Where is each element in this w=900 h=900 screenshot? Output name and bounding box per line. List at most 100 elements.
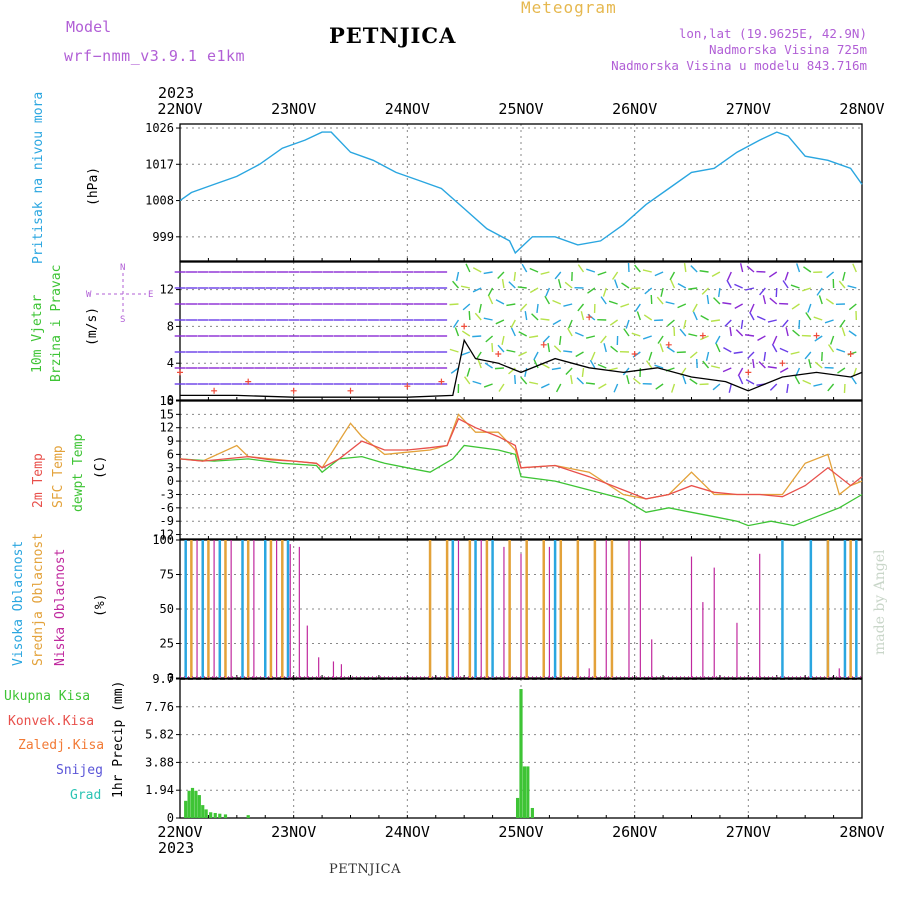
wind-barb	[547, 343, 551, 353]
wind-barb	[734, 303, 743, 309]
wind-barb	[576, 377, 585, 385]
precip-bar	[526, 766, 530, 818]
legend-conv-rain: Konvek.Kisa	[8, 714, 94, 729]
wind-barb	[842, 271, 846, 281]
wind-barb	[836, 348, 846, 353]
wind-barb	[508, 281, 516, 289]
wind-barb	[711, 271, 721, 277]
wind-barb	[722, 367, 732, 373]
wind-barb	[454, 327, 460, 337]
wind-barb	[631, 332, 641, 337]
x-tick-top: 22NOV	[157, 100, 202, 118]
gust-marker	[290, 387, 297, 394]
wind-barb	[692, 311, 698, 321]
x-tick-bottom: 22NOV	[157, 823, 202, 841]
wind-barb	[567, 327, 573, 337]
wind-barb	[722, 302, 732, 305]
wind-barb	[487, 287, 494, 297]
cloud-mid-label: Srednja Oblacnost	[31, 533, 46, 666]
wind-barb	[745, 287, 755, 291]
x-tick-bottom: 27NOV	[726, 823, 771, 841]
wind-barb	[769, 297, 778, 305]
wind-barb	[808, 359, 812, 369]
legend-snow: Snijeg	[56, 763, 103, 778]
precip-bar	[184, 800, 188, 818]
precip-unit: 1hr Precip (mm)	[111, 681, 126, 798]
y-tick-label: 0	[167, 474, 174, 488]
precip-bar	[190, 787, 195, 818]
wind-barb	[474, 312, 482, 321]
wind-barb	[463, 376, 471, 385]
wind-barb	[529, 381, 539, 385]
wind-barb	[781, 319, 789, 328]
wind-barb	[587, 287, 596, 294]
model-altitude-label: Nadmorska Visina u modelu 843.716m	[611, 58, 867, 73]
wind-barb	[756, 315, 766, 321]
wind-barb	[723, 347, 732, 353]
legend-total-rain: Ukupna Kisa	[4, 689, 90, 704]
wind-barb	[552, 299, 562, 305]
wind-barb	[452, 280, 460, 289]
wind-barb	[545, 287, 551, 297]
wind-barb	[677, 283, 687, 289]
coords-label: lon,lat (19.9625E, 42.9N)	[678, 26, 867, 41]
wind-barb	[739, 263, 744, 273]
wind-barb	[655, 383, 664, 390]
wind-barb	[825, 298, 834, 305]
wind-barb	[683, 319, 687, 329]
y-tick-label: 50	[160, 602, 174, 616]
gust-marker	[699, 332, 706, 339]
wind-barb	[501, 335, 505, 345]
wind-barb	[455, 271, 460, 281]
wind-barb	[746, 265, 755, 273]
wind-barb	[608, 367, 618, 371]
wind-barb	[642, 269, 652, 273]
svg-text:E: E	[148, 290, 153, 300]
panel-wind: 0 4 8 12	[160, 261, 863, 407]
wind-barb	[577, 303, 585, 312]
wind-barb	[660, 287, 664, 297]
precip-bar	[187, 790, 191, 818]
gust-marker	[779, 360, 786, 367]
wind-barb	[827, 383, 835, 392]
wind-barb	[517, 286, 527, 289]
svg-text:N: N	[120, 263, 125, 273]
wind-barb	[520, 376, 528, 385]
wind-barb	[586, 268, 596, 273]
y-tick-label: 8	[167, 319, 174, 333]
y-tick-label: 12	[160, 283, 174, 297]
wind-barb	[636, 311, 642, 321]
y-tick-label: 9.7	[152, 672, 174, 686]
wind-label-1: 10m Vjetar	[30, 295, 45, 373]
wind-label-2: Brzina i Pravac	[49, 265, 64, 382]
wind-barb	[839, 319, 846, 328]
wind-barb	[540, 318, 550, 321]
legend-hail: Grad	[70, 788, 101, 803]
wind-barb	[580, 311, 585, 321]
wind-barb	[613, 383, 619, 393]
precip-bar	[522, 766, 527, 818]
wind-barb	[838, 280, 846, 289]
wind-barb	[513, 271, 517, 282]
wind-barb	[700, 335, 709, 341]
wind-barb	[603, 343, 607, 353]
wind-barb	[518, 331, 528, 337]
wind-barb	[847, 285, 857, 289]
wind-barb	[565, 367, 573, 375]
y-tick-label: 3.88	[145, 755, 174, 769]
wind-barb	[589, 359, 596, 369]
pressure-unit: (hPa)	[86, 167, 101, 206]
gust-marker	[540, 341, 547, 348]
wind-barb	[824, 319, 834, 324]
wind-barb	[600, 335, 607, 344]
wind-speed-series	[180, 338, 863, 398]
y-tick-label: 18	[160, 394, 174, 408]
station-title: PETNJICA	[329, 23, 457, 48]
sfc-label: SFC Temp	[51, 445, 66, 508]
wind-barb	[702, 360, 710, 369]
y-tick-label: -6	[160, 501, 174, 515]
wind-barb	[726, 279, 732, 289]
wind-barb	[510, 327, 516, 337]
wind-barb	[734, 283, 743, 289]
wind-barb	[461, 330, 471, 337]
